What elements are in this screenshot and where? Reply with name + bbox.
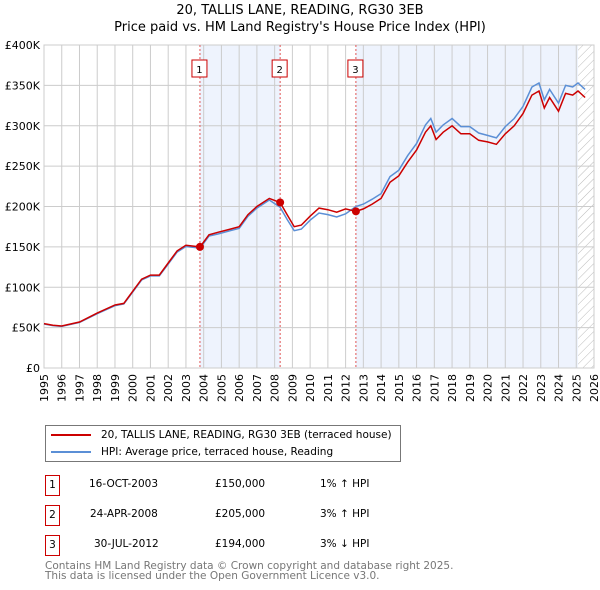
sale-label: 1 — [196, 65, 202, 76]
x-tick-label: 2017 — [428, 374, 441, 402]
sale-number: 2 — [45, 505, 60, 526]
y-tick-label: £50K — [12, 322, 41, 335]
x-tick-label: 2014 — [375, 374, 388, 402]
sale-label: 3 — [352, 65, 358, 76]
legend-item-property: 20, TALLIS LANE, READING, RG30 3EB (terr… — [51, 429, 392, 441]
x-tick-label: 1996 — [56, 374, 69, 402]
table-row: 3 30-JUL-2012 £194,000 3% ↓ HPI — [45, 535, 465, 556]
x-tick-label: 2018 — [446, 374, 459, 402]
price-chart: 1 2 3 1995 1996 1997 1998 1999 2000 2001 2002 2003 2… — [5, 39, 600, 402]
y-tick-label: £400K — [5, 39, 41, 52]
chart-subtitle: Price paid vs. HM Land Registry's House … — [114, 20, 486, 35]
x-tick-label: 2015 — [393, 374, 406, 402]
y-tick-label: £350K — [5, 79, 41, 92]
footer-licence: This data is licensed under the Open Gov… — [45, 570, 380, 582]
sale-hpi-diff: 3% ↓ HPI — [320, 538, 370, 550]
sale-label-box — [271, 59, 288, 78]
sale-hpi-diff: 1% ↑ HPI — [320, 478, 370, 490]
y-tick-label: £200K — [5, 201, 41, 214]
sale-label-box — [191, 59, 208, 78]
x-tick-label: 1995 — [38, 374, 51, 402]
x-tick-label: 1998 — [91, 374, 104, 402]
y-tick-label: £150K — [5, 241, 41, 254]
x-tick-label: 1997 — [73, 374, 86, 402]
table-row: 1 16-OCT-2003 £150,000 1% ↑ HPI — [45, 475, 465, 496]
sale-date: 30-JUL-2012 — [94, 538, 159, 550]
sale-point — [351, 207, 360, 216]
x-tick-label: 2022 — [517, 374, 530, 402]
x-tick-label: 2009 — [286, 374, 299, 402]
plot-frame — [43, 44, 595, 369]
x-tick-label: 2006 — [233, 374, 246, 402]
legend-swatch-red — [51, 434, 91, 436]
x-tick-label: 2005 — [215, 374, 228, 402]
legend-label: HPI: Average price, terraced house, Read… — [101, 446, 334, 458]
x-tick-label: 2026 — [588, 374, 600, 402]
x-tick-label: 2003 — [180, 374, 193, 402]
sale-price: £150,000 — [215, 478, 266, 490]
series-line — [43, 89, 586, 327]
x-tick-label: 1999 — [109, 374, 122, 402]
x-tick-label: 2011 — [322, 374, 335, 402]
sale-number: 3 — [45, 535, 60, 556]
x-tick-label: 2008 — [269, 374, 282, 402]
sale-hpi-diff: 3% ↑ HPI — [320, 508, 370, 520]
x-tick-label: 2019 — [464, 374, 477, 402]
sale-price: £205,000 — [215, 508, 266, 520]
x-tick-label: 2007 — [251, 374, 264, 402]
x-tick-label: 2021 — [499, 374, 512, 402]
x-tick-label: 2002 — [162, 374, 175, 402]
sale-date: 24-APR-2008 — [90, 508, 158, 520]
chart-title: 20, TALLIS LANE, READING, RG30 3EB — [176, 3, 424, 18]
x-tick-label: 2001 — [144, 374, 157, 402]
y-tick-label: £300K — [5, 120, 41, 133]
series-line — [43, 81, 586, 328]
chart-legend: 20, TALLIS LANE, READING, RG30 3EB (terr… — [45, 425, 401, 462]
y-tick-label: £0 — [26, 362, 40, 375]
x-tick-label: 2012 — [340, 374, 353, 402]
sale-price: £194,000 — [215, 538, 266, 550]
x-tick-label: 2004 — [198, 374, 211, 402]
x-tick-label: 2020 — [482, 374, 495, 402]
footer: Contains HM Land Registry data © Crown c… — [45, 560, 454, 582]
x-tick-label: 2013 — [357, 374, 370, 402]
legend-label: 20, TALLIS LANE, READING, RG30 3EB (terr… — [101, 429, 392, 441]
table-row: 2 24-APR-2008 £205,000 3% ↑ HPI — [45, 505, 465, 526]
x-tick-label: 2023 — [535, 374, 548, 402]
x-tick-label: 2000 — [127, 374, 140, 402]
x-tick-label: 2010 — [304, 374, 317, 402]
y-tick-label: £250K — [5, 160, 41, 173]
sale-date: 16-OCT-2003 — [89, 478, 158, 490]
x-tick-label: 2024 — [553, 374, 566, 402]
sale-point — [276, 198, 285, 207]
sale-label: 2 — [276, 65, 282, 76]
y-tick-label: £100K — [5, 281, 41, 294]
legend-swatch-blue — [51, 451, 91, 453]
x-tick-label: 2016 — [411, 374, 424, 402]
sale-point — [195, 242, 204, 251]
legend-item-hpi: HPI: Average price, terraced house, Read… — [51, 446, 333, 458]
sale-label-box — [347, 59, 364, 78]
x-tick-label: 2025 — [570, 374, 583, 402]
sale-number: 1 — [45, 475, 60, 496]
footer-copyright: Contains HM Land Registry data © Crown c… — [45, 560, 454, 572]
